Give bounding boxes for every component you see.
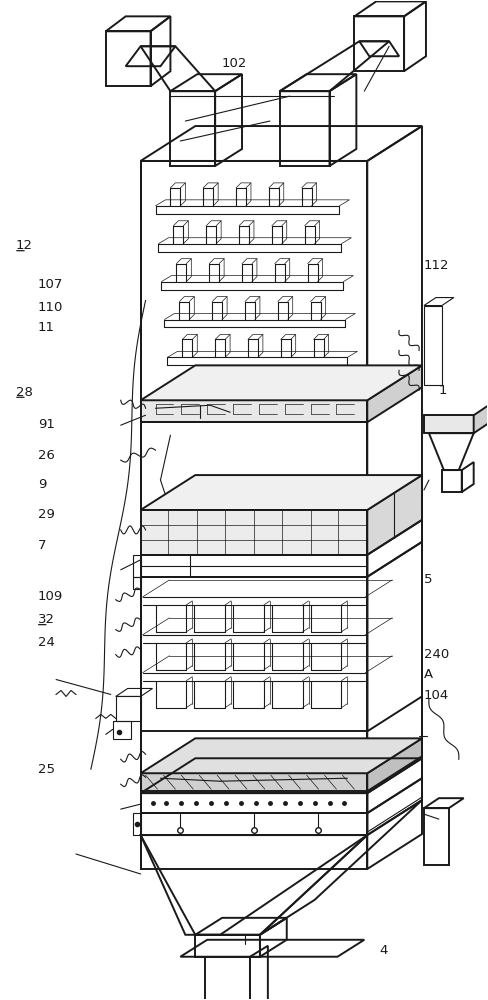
- Text: A: A: [424, 668, 433, 681]
- Text: 102: 102: [222, 57, 247, 70]
- Text: 4: 4: [380, 944, 388, 957]
- Polygon shape: [367, 365, 422, 422]
- Text: 107: 107: [38, 278, 63, 291]
- Bar: [205, 957, 250, 1000]
- Text: 29: 29: [38, 508, 55, 521]
- Bar: [424, 808, 449, 865]
- Bar: [354, 16, 404, 71]
- Bar: [141, 793, 367, 813]
- Text: 1: 1: [438, 384, 447, 397]
- Bar: [133, 813, 141, 835]
- Bar: [116, 696, 141, 721]
- Bar: [141, 400, 367, 422]
- Bar: [195, 935, 260, 957]
- Text: 110: 110: [38, 301, 63, 314]
- Polygon shape: [141, 365, 422, 400]
- Bar: [113, 721, 131, 739]
- Text: 7: 7: [38, 539, 46, 552]
- Text: 26: 26: [38, 449, 55, 462]
- Polygon shape: [424, 415, 474, 433]
- Text: 91: 91: [38, 418, 55, 431]
- Bar: [170, 91, 215, 166]
- Bar: [133, 577, 141, 589]
- Bar: [280, 91, 329, 166]
- Bar: [133, 555, 141, 577]
- Bar: [141, 773, 367, 791]
- Text: 32: 32: [38, 613, 55, 626]
- Bar: [424, 306, 442, 385]
- Text: 24: 24: [38, 636, 55, 649]
- Bar: [442, 470, 462, 492]
- Polygon shape: [141, 738, 422, 773]
- Text: 5: 5: [424, 573, 432, 586]
- Text: 104: 104: [424, 689, 449, 702]
- Text: 112: 112: [424, 259, 449, 272]
- Bar: [141, 555, 367, 577]
- Bar: [106, 31, 150, 86]
- Text: 109: 109: [38, 590, 63, 603]
- Bar: [141, 161, 367, 869]
- Polygon shape: [141, 475, 422, 510]
- Text: 25: 25: [38, 763, 55, 776]
- Text: 240: 240: [424, 648, 449, 661]
- Text: 12: 12: [16, 239, 33, 252]
- Polygon shape: [367, 475, 422, 555]
- Bar: [141, 510, 367, 555]
- Polygon shape: [367, 738, 422, 791]
- Text: 11: 11: [38, 321, 55, 334]
- Polygon shape: [474, 405, 488, 433]
- Text: 9: 9: [38, 478, 46, 491]
- Bar: [141, 577, 367, 731]
- Text: 28: 28: [16, 386, 33, 399]
- Bar: [141, 813, 367, 835]
